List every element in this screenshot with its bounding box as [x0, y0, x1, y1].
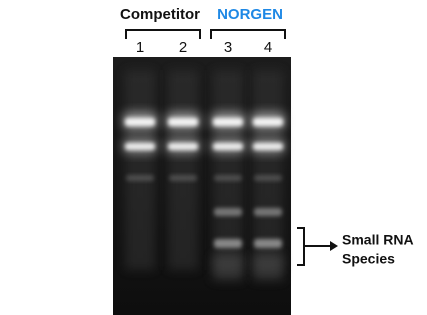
lane-smear: [253, 70, 283, 270]
lane-number: 2: [179, 39, 187, 56]
group-label: Competitor: [120, 6, 200, 23]
annotation-bracket: [297, 227, 305, 266]
band: [125, 118, 155, 126]
small-rna-band: [254, 208, 282, 216]
band: [125, 143, 155, 150]
lane-smear: [213, 70, 243, 270]
band: [168, 143, 198, 150]
band: [126, 175, 154, 181]
lane-number: 4: [264, 39, 272, 56]
band: [213, 143, 243, 150]
annotation-text: Species: [342, 251, 395, 267]
band: [169, 175, 197, 181]
lane-number: 3: [224, 39, 232, 56]
lane-number: 1: [136, 39, 144, 56]
band: [213, 118, 243, 126]
small-rna-smear: [253, 255, 283, 280]
small-rna-band: [214, 208, 242, 216]
annotation-text: Small RNA: [342, 232, 414, 248]
band: [253, 143, 283, 150]
group-label: NORGEN: [217, 6, 283, 23]
lane-smear: [168, 70, 198, 270]
small-rna-smear: [213, 255, 243, 280]
group-bracket: [210, 29, 286, 39]
small-rna-band: [214, 239, 242, 248]
lanes: [123, 70, 285, 280]
small-rna-band: [254, 239, 282, 248]
band: [254, 175, 282, 181]
lane-smear: [125, 70, 155, 270]
band: [253, 118, 283, 126]
band: [168, 118, 198, 126]
arrow-head: [330, 241, 338, 251]
band: [214, 175, 242, 181]
group-bracket: [125, 29, 201, 39]
